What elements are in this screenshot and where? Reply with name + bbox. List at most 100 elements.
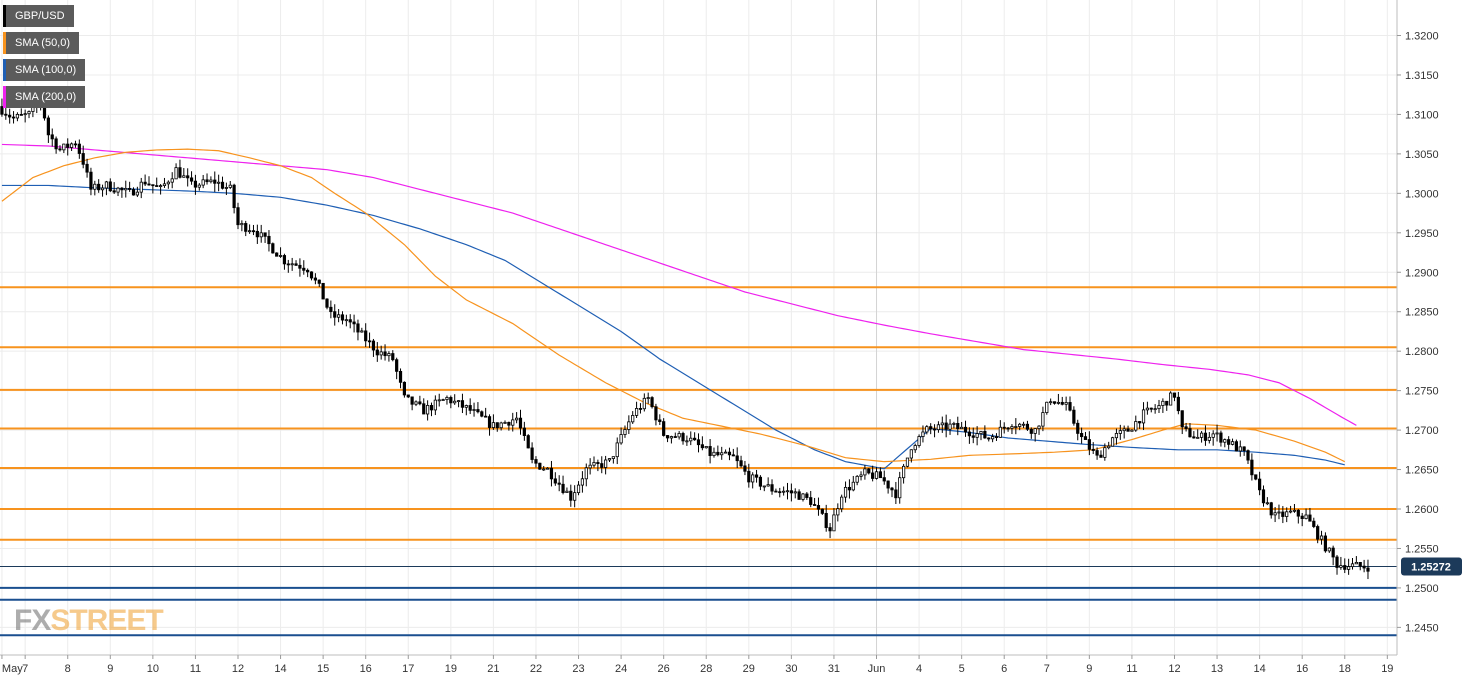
candle-body (956, 422, 960, 430)
candle-body (81, 153, 85, 165)
candle-body (236, 207, 240, 226)
candle-body (217, 181, 221, 184)
candle-body (627, 421, 631, 430)
current-price-tag (1401, 557, 1462, 576)
candle-body (731, 454, 735, 457)
legend-item-sma50[interactable]: SMA (50,0) (3, 32, 80, 54)
candle-body (611, 456, 615, 459)
candle-body (1347, 566, 1351, 570)
candle-body (1056, 401, 1060, 404)
candle-body (15, 113, 20, 119)
candle-body (128, 187, 132, 190)
candle-body (1118, 430, 1122, 434)
legend-swatch (3, 59, 6, 81)
candle-body (522, 427, 526, 436)
candle-body (46, 117, 50, 136)
candle-body (186, 175, 190, 179)
candle-body (770, 484, 774, 492)
candle-body (73, 143, 78, 146)
candle-body (85, 163, 89, 173)
y-tick-label: 1.2600 (1405, 504, 1439, 516)
candle-body (244, 223, 248, 232)
plot-area (0, 0, 1397, 655)
x-tick-label: Jun (868, 663, 886, 675)
candle-body (975, 433, 979, 438)
candle-body (321, 282, 325, 300)
logo-street: STREET (50, 604, 163, 637)
candle-body (994, 436, 999, 438)
candle-body (960, 426, 964, 430)
candle-body (805, 493, 809, 498)
y-tick-label: 1.3150 (1405, 70, 1439, 82)
candle-body (673, 436, 677, 438)
candle-body (534, 459, 538, 464)
candle-body (1350, 563, 1355, 568)
candle-body (27, 111, 31, 115)
x-tick-label: 7 (1044, 663, 1050, 675)
candle-body (851, 481, 855, 491)
legend-item-sma100[interactable]: SMA (100,0) (3, 59, 86, 81)
candle-body (967, 431, 971, 437)
candle-body (565, 490, 569, 493)
candle-body (913, 445, 917, 451)
candle-body (1319, 535, 1324, 540)
candle-body (886, 480, 890, 489)
y-tick-label: 1.2800 (1405, 346, 1439, 358)
candle-body (460, 400, 465, 408)
legend-item-sma200[interactable]: SMA (200,0) (3, 86, 86, 108)
candle-body (267, 235, 271, 245)
candle-body (1269, 502, 1273, 516)
candle-body (182, 175, 186, 178)
candle-body (801, 493, 805, 500)
y-tick-label: 1.3000 (1405, 188, 1439, 200)
candle-body (828, 527, 832, 532)
candle-body (971, 435, 975, 438)
candle-body (631, 415, 635, 423)
candle-body (441, 399, 445, 401)
candle-body (383, 351, 387, 357)
candle-body (1014, 426, 1018, 428)
candle-body (561, 483, 565, 493)
candle-body (727, 451, 732, 456)
candle-body (371, 340, 376, 351)
candle-body (391, 353, 395, 361)
candle-body (847, 486, 852, 491)
candle-body (1110, 437, 1115, 447)
candle-body (936, 424, 941, 431)
candle-body (720, 452, 724, 456)
candle-body (580, 478, 585, 486)
candle-body (696, 439, 701, 446)
legend-label: SMA (200,0) (15, 91, 77, 103)
candle-body (1002, 426, 1006, 429)
candle-body (662, 421, 666, 436)
candle-body (1060, 401, 1064, 405)
candle-body (402, 381, 407, 396)
grid (0, 0, 1397, 655)
candle-body (638, 408, 643, 410)
candle-body (364, 330, 368, 342)
candle-body (1354, 562, 1358, 565)
candle-body (704, 446, 708, 449)
candle-body (166, 181, 170, 185)
x-tick-label: May (2, 663, 23, 675)
legend-item-price[interactable]: GBP/USD (3, 5, 74, 27)
candle-body (484, 415, 488, 418)
candle-body (538, 462, 542, 470)
candle-body (909, 449, 913, 459)
candle-body (1362, 565, 1366, 569)
sma-200-line (1, 143, 1357, 426)
candle-body (193, 180, 198, 188)
candle-body (205, 179, 209, 183)
candle-body (1296, 509, 1300, 517)
candle-body (584, 467, 588, 480)
candle-body (863, 468, 867, 476)
candle-body (1165, 400, 1169, 406)
x-tick-label: 12 (1168, 663, 1180, 675)
candle-body (735, 455, 739, 462)
candle-body (406, 394, 410, 398)
candle-body (286, 263, 290, 266)
candle-body (576, 484, 581, 494)
candle-body (785, 490, 790, 493)
candle-body (1141, 409, 1146, 424)
